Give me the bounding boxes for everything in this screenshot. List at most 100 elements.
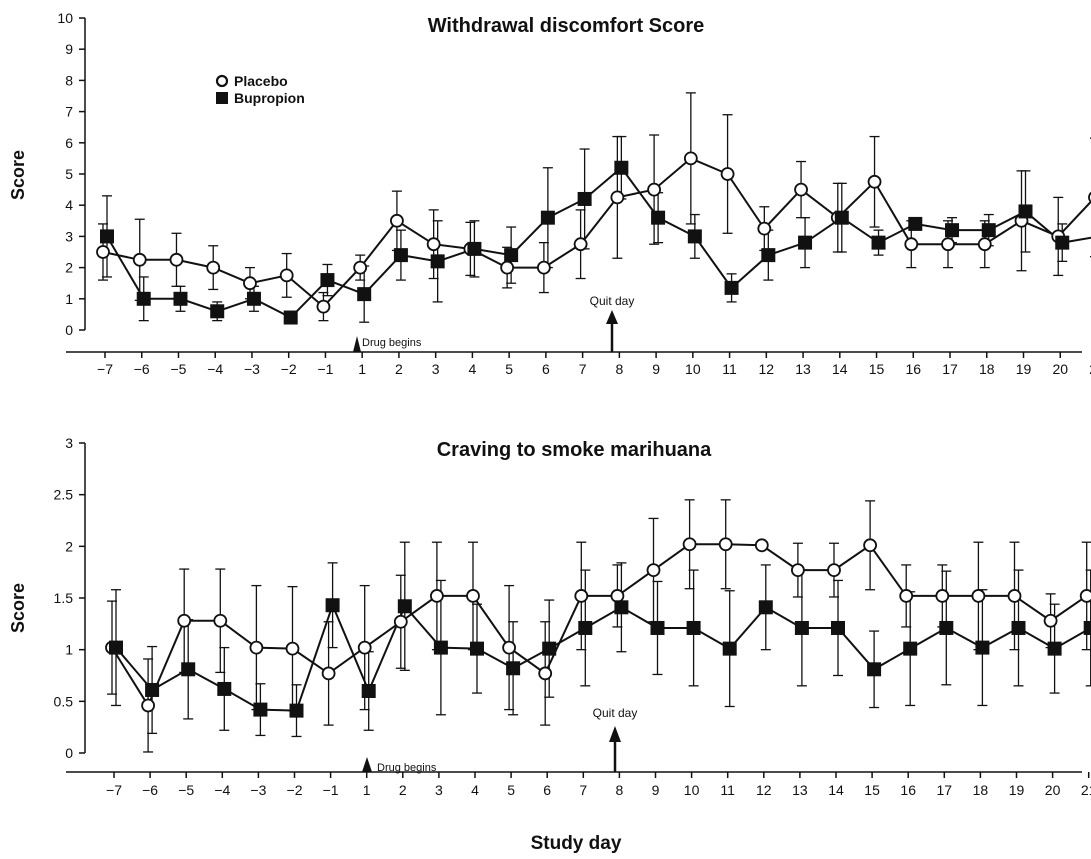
- x-tick-label: 18: [973, 782, 989, 798]
- placebo-point: [500, 260, 515, 275]
- placebo-point: [718, 537, 733, 552]
- y-tick-label: 3: [65, 435, 73, 451]
- placebo-point: [1007, 589, 1022, 603]
- x-tick-label: 9: [652, 782, 660, 798]
- x-tick-label: 7: [579, 361, 587, 377]
- bupropion-point: [136, 291, 151, 306]
- x-tick-label: −3: [244, 361, 260, 377]
- bupropion-point: [614, 160, 629, 175]
- placebo-point: [1088, 191, 1091, 204]
- bupropion-point: [1047, 641, 1062, 656]
- placebo-point: [683, 151, 698, 166]
- y-tick-label: 0: [65, 322, 73, 338]
- placebo-point: [941, 237, 955, 252]
- x-tick-label: −2: [281, 361, 297, 377]
- placebo-point: [177, 613, 192, 628]
- x-tick-label: 21: [1081, 782, 1091, 798]
- bupropion-point: [145, 682, 160, 697]
- quit-day-label: Quit day: [590, 294, 635, 308]
- bupropion-point: [945, 223, 960, 238]
- x-tick-label: 1: [358, 361, 366, 377]
- placebo-point: [429, 589, 444, 603]
- placebo-point: [610, 190, 625, 205]
- placebo-point: [610, 589, 625, 603]
- bupropion-point: [433, 640, 448, 655]
- y-tick-label: 6: [65, 135, 73, 151]
- bupropion-point: [470, 641, 484, 656]
- y-tick-label: 2: [65, 538, 73, 554]
- placebo-point: [249, 640, 264, 655]
- bupropion-point: [831, 620, 845, 635]
- y-tick-label: 5: [65, 166, 73, 182]
- bupropion-point: [504, 248, 519, 263]
- drug-begins-label: Drug begins: [377, 762, 437, 774]
- drug-begins-arrow-icon: [353, 336, 361, 352]
- placebo-point: [904, 237, 919, 252]
- placebo-point: [390, 213, 404, 228]
- drug-begins-label: Drug begins: [362, 337, 422, 349]
- x-tick-label: −6: [142, 782, 158, 798]
- y-tick-label: 9: [65, 41, 73, 57]
- placebo-point: [132, 252, 147, 267]
- y-tick-label: 0: [65, 745, 73, 761]
- bupropion-point: [506, 661, 521, 676]
- bupropion-point: [181, 662, 196, 677]
- drug-begins-annotation: Drug begins: [362, 757, 437, 774]
- placebo-point: [899, 589, 914, 603]
- placebo-point: [393, 614, 408, 629]
- y-tick-label: 3: [65, 228, 73, 244]
- bupropion-point: [173, 291, 188, 306]
- x-axis-label: Study day: [531, 833, 622, 854]
- placebo-point: [867, 174, 882, 189]
- y-tick-label: 7: [65, 104, 73, 120]
- x-tick-label: 19: [1016, 361, 1032, 377]
- bupropion-point: [724, 280, 739, 295]
- placebo-point: [791, 563, 805, 577]
- bupropion-point: [210, 304, 225, 319]
- bupropion-point: [650, 620, 665, 635]
- placebo-point: [863, 538, 877, 553]
- bupropion-point: [798, 235, 813, 250]
- x-tick-label: 7: [579, 782, 587, 798]
- x-tick-label: 5: [507, 782, 515, 798]
- x-tick-label: 5: [505, 361, 513, 377]
- x-tick-label: 10: [684, 782, 700, 798]
- placebo-point: [682, 537, 697, 552]
- quit-day-annotation: Quit day: [593, 706, 638, 772]
- bupropion-point: [1018, 204, 1033, 219]
- craving-y-axis-label: Score: [8, 583, 28, 633]
- placebo-point: [573, 237, 588, 252]
- placebo-point: [647, 182, 661, 197]
- bupropion-point: [577, 191, 592, 206]
- withdrawal-chart-title: Withdrawal discomfort Score: [428, 15, 705, 37]
- quit-day-label: Quit day: [593, 706, 638, 720]
- bupropion-point: [871, 235, 886, 250]
- bupropion-point: [109, 640, 123, 655]
- bupropion-point: [325, 598, 340, 613]
- x-tick-label: 20: [1052, 361, 1068, 377]
- x-tick-label: −5: [178, 782, 194, 798]
- x-tick-label: −2: [287, 782, 303, 798]
- bupropion-point: [361, 684, 376, 698]
- y-tick-label: 2.5: [54, 487, 74, 503]
- x-tick-label: 11: [720, 782, 735, 798]
- placebo-point: [316, 299, 331, 314]
- bupropion-point: [393, 248, 408, 263]
- x-tick-label: 21: [1089, 361, 1091, 377]
- bupropion-point: [100, 229, 114, 244]
- placebo-point: [213, 613, 228, 628]
- placebo-point: [977, 237, 992, 252]
- bupropion-point: [217, 681, 232, 696]
- x-tick-label: 8: [616, 782, 624, 798]
- placebo-point: [321, 666, 336, 681]
- y-tick-label: 1: [65, 291, 73, 307]
- x-tick-label: 3: [435, 782, 443, 798]
- bupropion-point: [834, 210, 849, 225]
- bupropion-series-line: [115, 602, 1091, 712]
- x-tick-label: −5: [170, 361, 186, 377]
- bupropion-point: [320, 273, 335, 288]
- x-tick-label: 16: [900, 782, 916, 798]
- x-tick-label: −1: [323, 782, 339, 798]
- x-tick-label: 13: [792, 782, 808, 798]
